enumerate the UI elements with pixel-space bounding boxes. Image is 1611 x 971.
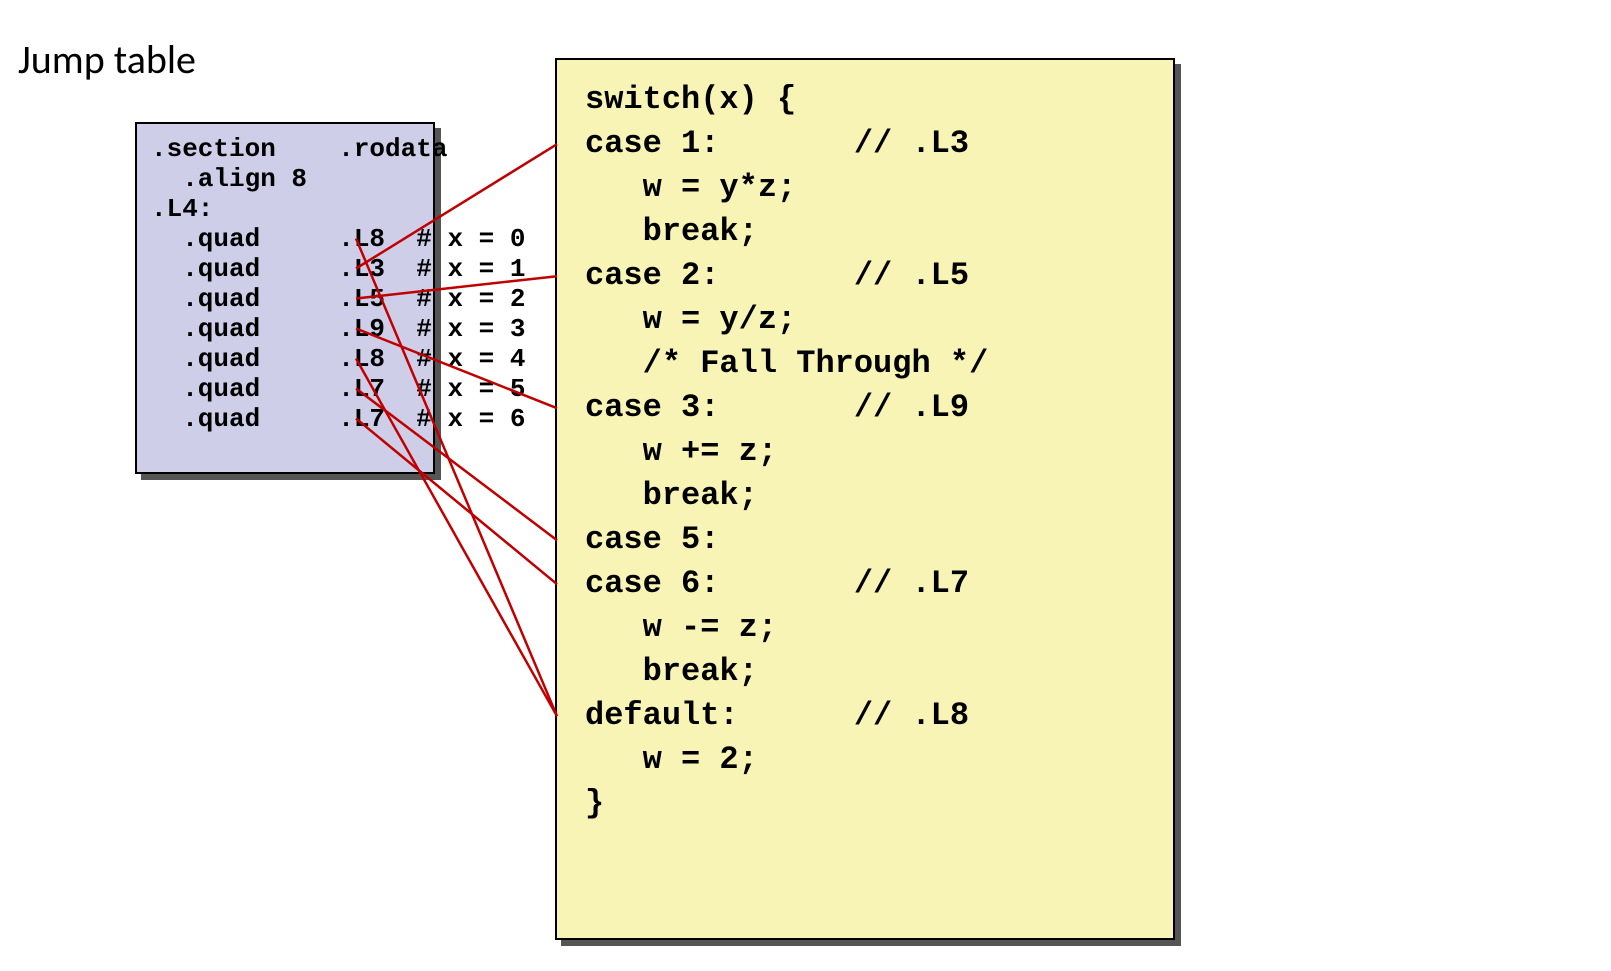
jump-line: .quad .L8 # x = 0: [151, 224, 419, 254]
c-line: case 1: // .L3: [585, 122, 1153, 166]
c-line: }: [585, 782, 1153, 826]
c-line: default: // .L8: [585, 694, 1153, 738]
c-line: break;: [585, 474, 1153, 518]
c-line: w = y/z;: [585, 298, 1153, 342]
c-source-box: switch(x) {case 1: // .L3 w = y*z; break…: [555, 58, 1175, 940]
jump-line: .quad .L7 # x = 6: [151, 404, 419, 434]
jump-line: .quad .L9 # x = 3: [151, 314, 419, 344]
jump-line: .quad .L5 # x = 2: [151, 284, 419, 314]
c-line: /* Fall Through */: [585, 342, 1153, 386]
jump-line: .quad .L3 # x = 1: [151, 254, 419, 284]
c-line: switch(x) {: [585, 78, 1153, 122]
c-line: break;: [585, 650, 1153, 694]
c-line: case 3: // .L9: [585, 386, 1153, 430]
c-line: w = 2;: [585, 738, 1153, 782]
jump-line: .quad .L7 # x = 5: [151, 374, 419, 404]
c-line: w -= z;: [585, 606, 1153, 650]
jump-table-box: .section .rodata .align 8.L4: .quad .L8 …: [135, 122, 435, 474]
page-title: Jump table: [18, 35, 196, 84]
jump-line: .section .rodata: [151, 134, 419, 164]
jump-line: .quad .L8 # x = 4: [151, 344, 419, 374]
c-line: case 5:: [585, 518, 1153, 562]
jump-line: .L4:: [151, 194, 419, 224]
c-line: w += z;: [585, 430, 1153, 474]
c-line: case 6: // .L7: [585, 562, 1153, 606]
c-line: case 2: // .L5: [585, 254, 1153, 298]
jump-line: .align 8: [151, 164, 419, 194]
c-line: break;: [585, 210, 1153, 254]
c-line: w = y*z;: [585, 166, 1153, 210]
